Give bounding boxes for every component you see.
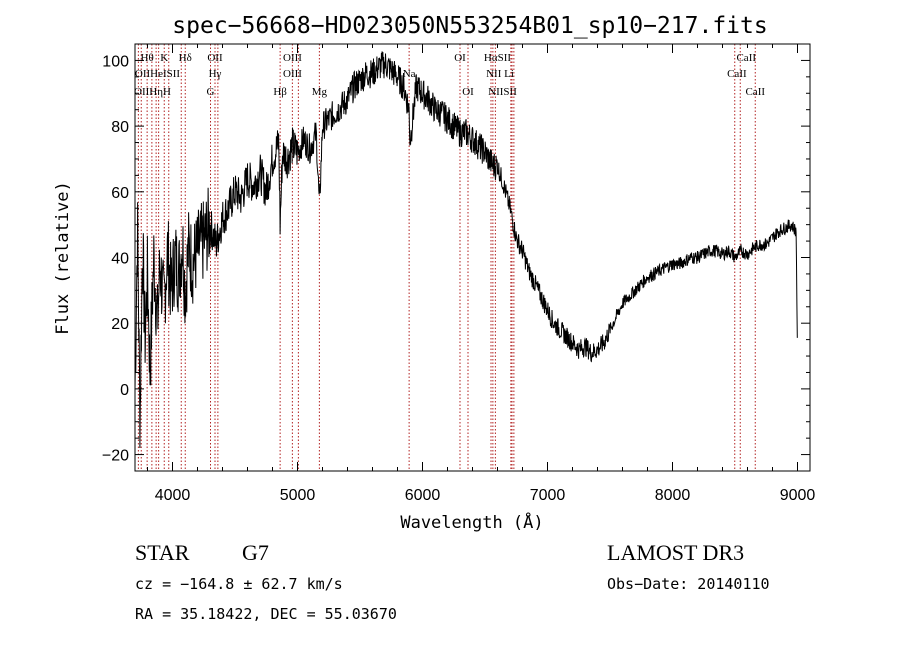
line-label: Hδ bbox=[179, 52, 192, 64]
y-tick-label: −20 bbox=[102, 448, 129, 465]
line-label: OI bbox=[454, 52, 466, 64]
line-label: NII Li bbox=[486, 68, 514, 80]
observation-date: Obs−Date: 20140110 bbox=[607, 575, 770, 593]
line-label: OIII bbox=[283, 52, 302, 64]
x-tick-label: 6000 bbox=[405, 487, 441, 504]
x-tick-label: 5000 bbox=[280, 487, 316, 504]
line-label: Mg bbox=[312, 86, 328, 98]
x-axis-ticks: 4000 5000 6000 7000 8000 9000 bbox=[147, 44, 816, 504]
y-tick-label: 100 bbox=[102, 53, 129, 70]
line-label: OIIHeISII bbox=[135, 68, 181, 80]
line-label: CaII bbox=[736, 52, 756, 64]
y-tick-label: 80 bbox=[111, 119, 129, 136]
y-axis-label: Flux (relative) bbox=[53, 181, 73, 335]
line-label: Na bbox=[403, 68, 416, 80]
x-tick-label: 9000 bbox=[780, 487, 816, 504]
line-label: OIIHηH bbox=[134, 86, 171, 98]
line-label: OII bbox=[207, 52, 223, 64]
chart-title: spec−56668−HD023050N553254B01_sp10−217.f… bbox=[172, 13, 767, 39]
object-type: STAR bbox=[135, 540, 190, 565]
y-axis-ticks: −20 0 20 40 60 80 100 bbox=[102, 53, 810, 465]
line-label: CaII bbox=[727, 68, 747, 80]
line-label: Hβ bbox=[273, 86, 287, 98]
spectrum-line bbox=[134, 51, 798, 449]
line-label: NIISII bbox=[488, 86, 517, 98]
spectral-line-labels: Hθ K Hδ OII OIII OI HαSII CaII OIIHeISII Hγ OIII Na… bbox=[134, 52, 765, 98]
line-label: OIII bbox=[283, 68, 302, 80]
y-tick-label: 40 bbox=[111, 251, 129, 268]
spectral-line-markers bbox=[137, 44, 756, 471]
line-label: K bbox=[160, 52, 168, 64]
spectral-class: G7 bbox=[242, 540, 269, 565]
redshift-cz: cz = −164.8 ± 62.7 km/s bbox=[135, 575, 343, 593]
line-label: Hθ bbox=[141, 52, 154, 64]
coordinates: RA = 35.18422, DEC = 55.03670 bbox=[135, 605, 397, 623]
line-label: OI bbox=[462, 86, 474, 98]
y-tick-label: 20 bbox=[111, 316, 129, 333]
x-tick-label: 8000 bbox=[655, 487, 691, 504]
line-label: G bbox=[207, 86, 215, 98]
line-label: HαSII bbox=[484, 52, 511, 64]
line-label: CaII bbox=[745, 86, 765, 98]
survey-name: LAMOST DR3 bbox=[607, 540, 744, 565]
y-tick-label: 60 bbox=[111, 185, 129, 202]
x-axis-label: Wavelength (Å) bbox=[400, 511, 543, 533]
line-label: Hγ bbox=[209, 68, 222, 80]
x-tick-label: 4000 bbox=[155, 487, 191, 504]
x-tick-label: 7000 bbox=[530, 487, 566, 504]
plot-frame bbox=[134, 43, 811, 472]
y-tick-label: 0 bbox=[120, 382, 129, 399]
